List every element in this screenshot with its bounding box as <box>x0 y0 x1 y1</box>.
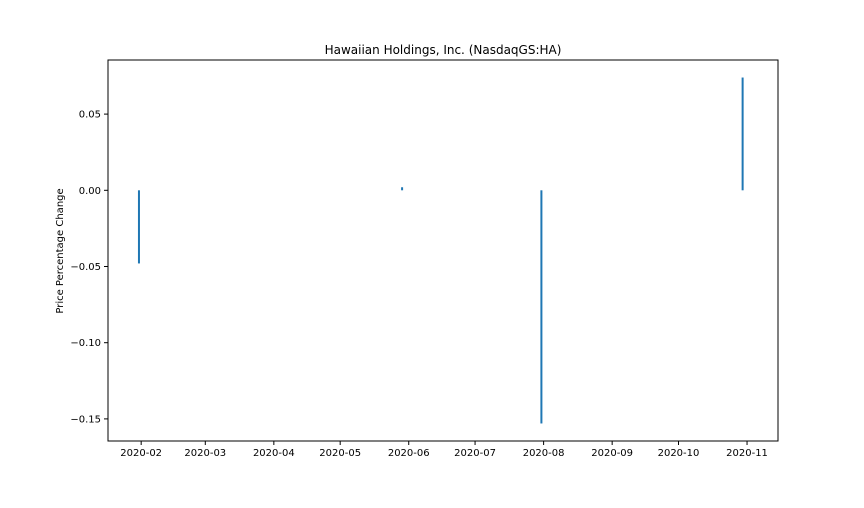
plot-area <box>107 59 779 442</box>
bar-2020-05-29 <box>401 187 404 191</box>
x-tick-label: 2020-10 <box>658 448 700 459</box>
x-tick-label: 2020-06 <box>388 448 430 459</box>
x-tick-label: 2020-05 <box>319 448 361 459</box>
bar-2020-07-31 <box>540 190 543 424</box>
x-tick-label: 2020-08 <box>523 448 565 459</box>
x-axis: 2020-02 2020-03 2020-04 2020-05 2020-06 2020-… <box>120 441 768 459</box>
y-tick-label: −0.15 <box>70 414 101 425</box>
y-tick-label: 0.00 <box>79 186 101 197</box>
bars-group <box>137 77 744 424</box>
y-axis: 0.05 0.00 −0.05 −0.10 −0.15 <box>70 110 108 425</box>
x-tick-label: 2020-04 <box>253 448 295 459</box>
x-tick-label: 2020-03 <box>184 448 226 459</box>
y-axis-label: Price Percentage Change <box>55 188 66 313</box>
y-tick-label: −0.10 <box>70 338 101 349</box>
x-tick-label: 2020-02 <box>120 448 162 459</box>
bar-2020-10-30 <box>741 77 744 191</box>
x-tick-label: 2020-09 <box>591 448 633 459</box>
y-tick-label: −0.05 <box>70 262 101 273</box>
y-tick-label: 0.05 <box>79 110 101 121</box>
x-tick-label: 2020-07 <box>454 448 496 459</box>
bar-2020-01-31 <box>137 190 140 264</box>
chart-title: Hawaiian Holdings, Inc. (NasdaqGS:HA) <box>325 43 562 57</box>
x-tick-label: 2020-11 <box>726 448 768 459</box>
